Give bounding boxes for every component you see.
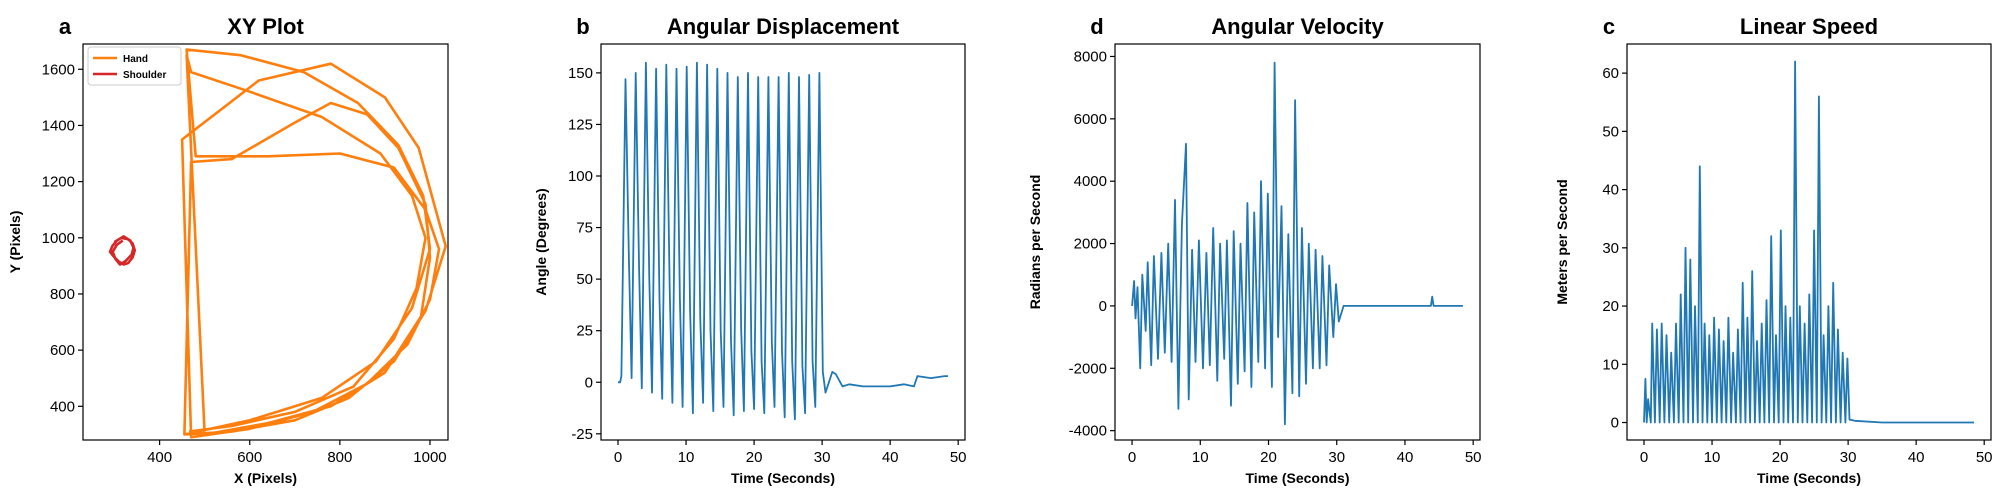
- x-axis-label: Time (Seconds): [1757, 470, 1861, 486]
- axes-frame: [82, 43, 449, 441]
- y-tick-label: -25: [571, 426, 593, 443]
- y-tick-label: 30: [1602, 240, 1619, 257]
- y-tick-label: 0: [1099, 298, 1107, 315]
- y-tick-label: 8000: [1074, 48, 1107, 65]
- panel-angular-velocity: 0 10 20 30 40 50 -4000 -2000 0 2000 4000 6000 8000 An…: [1027, 14, 1482, 486]
- y-tick-label: 1600: [42, 61, 75, 78]
- y-tick-label: 125: [568, 116, 593, 133]
- y-tick-label: 800: [50, 286, 75, 303]
- panel-letter: c: [1603, 14, 1615, 39]
- series-line: [1131, 61, 1463, 426]
- x-tick-label: 600: [237, 449, 262, 466]
- panel-letter: d: [1090, 14, 1103, 39]
- x-tick-label: 40: [1908, 449, 1925, 466]
- y-tick-label: 50: [1602, 123, 1619, 140]
- x-tick-label: 800: [327, 449, 352, 466]
- legend-box: [87, 46, 182, 86]
- x-axis-label: X (Pixels): [234, 470, 297, 486]
- x-axis-label: Time (Seconds): [1246, 470, 1350, 486]
- chart-title: Linear Speed: [1740, 14, 1878, 39]
- y-axis-label: Radians per Second: [1027, 175, 1043, 310]
- chart-title: XY Plot: [227, 14, 304, 39]
- y-tick-label: -2000: [1069, 360, 1107, 377]
- y-tick-label: 20: [1602, 298, 1619, 315]
- x-axis-label: Time (Seconds): [731, 470, 835, 486]
- y-axis-label: Angle (Degrees): [533, 188, 549, 295]
- y-tick-label: 0: [585, 374, 593, 391]
- y-tick-label: 4000: [1074, 173, 1107, 190]
- series-line: [1643, 60, 1974, 424]
- series-hand: [180, 48, 447, 439]
- y-tick-label: 1400: [42, 117, 75, 134]
- x-tick-label: 400: [147, 449, 172, 466]
- x-tick-label: 50: [950, 449, 967, 466]
- y-tick-label: -4000: [1069, 423, 1107, 440]
- x-tick-label: 20: [1260, 449, 1277, 466]
- x-tick-label: 10: [1192, 449, 1209, 466]
- x-tick-label: 10: [678, 449, 695, 466]
- x-tick-label: 20: [746, 449, 763, 466]
- y-tick-label: 40: [1602, 182, 1619, 199]
- x-tick-label: 50: [1465, 449, 1482, 466]
- y-tick-label: 150: [568, 65, 593, 82]
- y-tick-label: 1200: [42, 174, 75, 191]
- y-tick-label: 50: [576, 271, 593, 288]
- legend: Hand Shoulder: [87, 46, 182, 86]
- axes-frame: [600, 43, 966, 441]
- series-line: [618, 61, 948, 421]
- x-tick-label: 50: [1976, 449, 1993, 466]
- y-tick-label: 6000: [1074, 111, 1107, 128]
- y-tick-label: 75: [576, 220, 593, 237]
- axes-frame: [1114, 43, 1481, 441]
- x-tick-label: 30: [814, 449, 831, 466]
- x-tick-label: 20: [1772, 449, 1789, 466]
- axes-frame: [1626, 43, 1992, 441]
- x-tick-label: 30: [1840, 449, 1857, 466]
- y-tick-label: 100: [568, 168, 593, 185]
- x-tick-label: 40: [1397, 449, 1414, 466]
- x-tick-label: 10: [1704, 449, 1721, 466]
- chart-title: Angular Velocity: [1211, 14, 1384, 39]
- panel-xy-plot: 400 600 800 1000 400 600 800 1000 1200 1400 1600 XY…: [7, 14, 449, 486]
- x-tick-label: 30: [1328, 449, 1345, 466]
- y-tick-label: 600: [50, 342, 75, 359]
- y-tick-label: 2000: [1074, 236, 1107, 253]
- y-axis-label: Y (Pixels): [7, 211, 23, 274]
- y-axis-label: Meters per Second: [1554, 179, 1570, 304]
- x-tick-label: 0: [1128, 449, 1136, 466]
- x-tick-label: 0: [614, 449, 622, 466]
- series-shoulder: [108, 235, 137, 266]
- panel-linear-speed: 0 10 20 30 40 50 0 10 20 30 40 50 60 Linear Speed c Tim…: [1554, 14, 1993, 486]
- x-tick-label: 40: [882, 449, 899, 466]
- chart-title: Angular Displacement: [667, 14, 900, 39]
- y-tick-label: 10: [1602, 356, 1619, 373]
- x-tick-label: 0: [1640, 449, 1648, 466]
- y-tick-label: 1000: [42, 230, 75, 247]
- legend-label-hand: Hand: [123, 54, 148, 65]
- y-tick-label: 0: [1611, 415, 1619, 432]
- y-tick-label: 60: [1602, 65, 1619, 82]
- panel-letter: b: [576, 14, 589, 39]
- legend-label-shoulder: Shoulder: [123, 70, 166, 81]
- panel-angular-displacement: 0 10 20 30 40 50 -25 0 25 50 75 100 125 150 Angular Di…: [533, 14, 967, 486]
- x-tick-label: 1000: [413, 449, 446, 466]
- y-tick-label: 400: [50, 398, 75, 415]
- y-tick-label: 25: [576, 323, 593, 340]
- panel-letter: a: [59, 14, 72, 39]
